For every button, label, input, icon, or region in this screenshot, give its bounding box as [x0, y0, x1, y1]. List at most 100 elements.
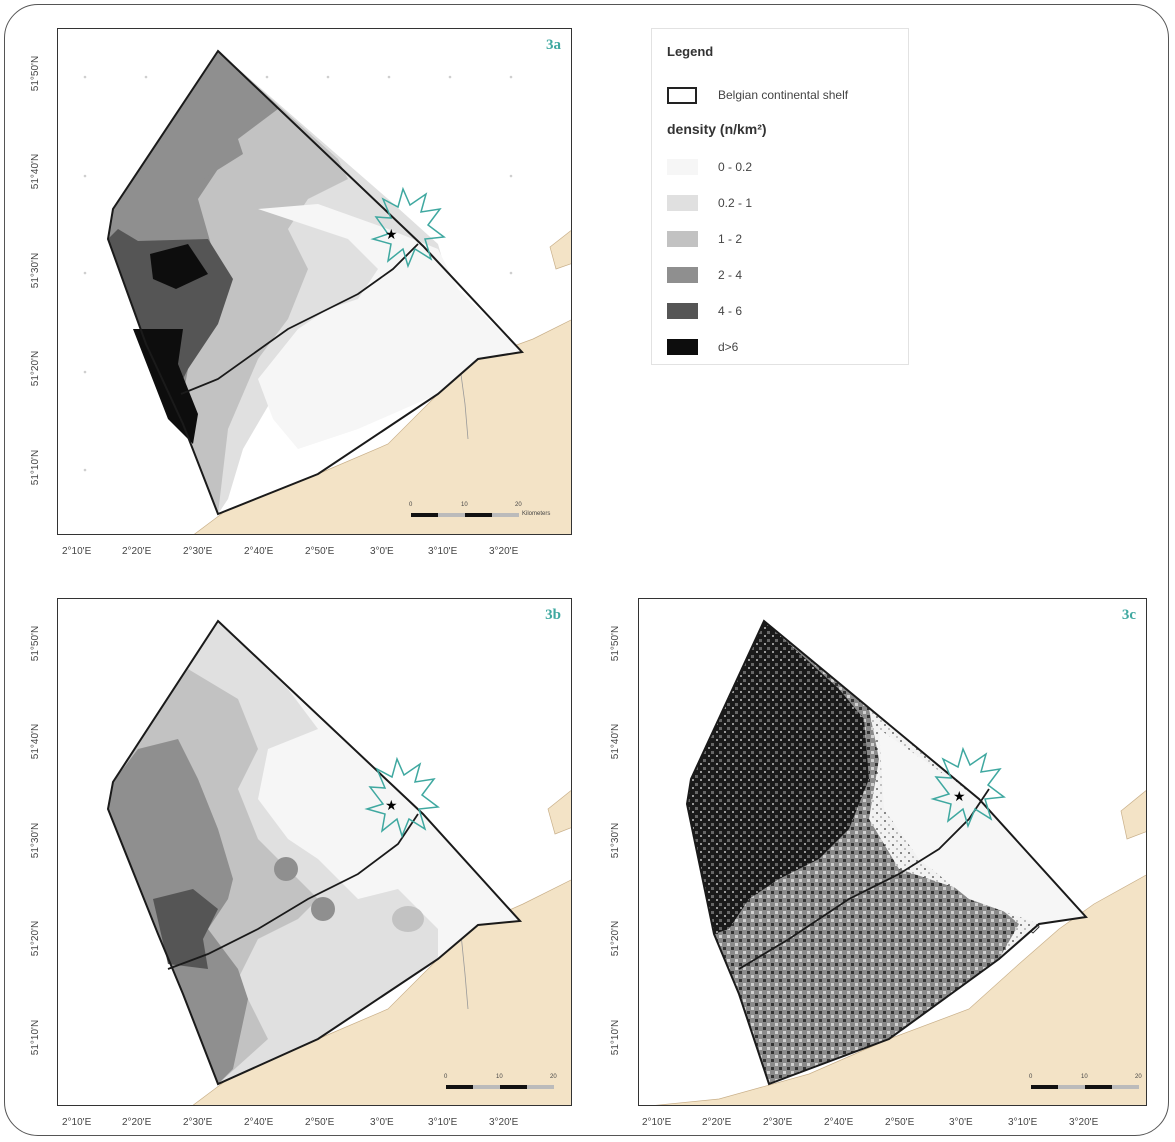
legend-label: 4 - 6 [718, 304, 743, 318]
legend-swatch [667, 159, 698, 175]
map-3c-canvas: ★ [655, 619, 1146, 1105]
highlight-star-marker: ★ [385, 797, 398, 813]
internal-boundary-line [180, 243, 419, 395]
shelf-boundary-line [106, 49, 525, 516]
shelf-boundary-line [106, 619, 523, 1086]
y-tick: 51°40'N [30, 723, 42, 760]
y-tick: 51°30'N [610, 822, 622, 859]
scale-label-0: 0 [444, 1074, 448, 1080]
density-class-0-02 [258, 204, 522, 449]
map-3c: ★ 3c 0 10 20 [638, 598, 1147, 1106]
y-tick: 51°50'N [30, 55, 42, 92]
shelf-boundary-label: Belgian continental shelf [718, 88, 849, 102]
y-tick: 51°10'N [610, 1019, 622, 1056]
legend-label: 2 - 4 [718, 268, 743, 282]
y-tick: 51°30'N [30, 252, 42, 289]
highlight-star-outline [370, 186, 446, 269]
scale-bar: 0 10 20 [444, 1074, 571, 1097]
scale-bar: 0 10 20 [1029, 1074, 1146, 1097]
internal-boundary-line [167, 813, 419, 970]
x-tick: 2°10'E [62, 546, 92, 557]
x-tick: 2°40'E [824, 1117, 854, 1128]
x-tick: 2°20'E [122, 546, 152, 557]
internal-boundary-line [738, 788, 990, 970]
x-tick: 2°20'E [122, 1117, 152, 1128]
y-tick: 51°10'N [30, 449, 42, 486]
scale-label-10: 10 [496, 1074, 503, 1080]
density-class-d6-a [150, 244, 208, 289]
x-tick: 3°10'E [428, 546, 458, 557]
x-tick: 2°10'E [62, 1117, 92, 1128]
x-tick: 2°30'E [183, 1117, 213, 1128]
x-tick: 2°40'E [244, 546, 274, 557]
scale-label-20: 20 [550, 1074, 557, 1080]
x-tick: 3°10'E [428, 1117, 458, 1128]
map-3b: ★ 3b 0 10 20 [57, 598, 572, 1106]
density-class-4-6 [153, 889, 218, 969]
legend-label: d>6 [718, 340, 739, 354]
legend-swatch [667, 195, 698, 211]
x-tick: 2°50'E [305, 546, 335, 557]
shelf-boundary-line [685, 619, 1088, 1086]
grid-marks [83, 75, 513, 472]
land-area-ne [549, 230, 571, 270]
scale-label-20: 20 [515, 502, 522, 508]
scale-label-20: 20 [1135, 1074, 1142, 1080]
x-tick: 2°20'E [702, 1117, 732, 1128]
scale-label-10: 10 [461, 502, 468, 508]
density-class-2-4-c [311, 897, 335, 921]
map-3b-canvas: ★ [106, 619, 571, 1105]
scale-label-0: 0 [409, 502, 413, 508]
y-tick: 51°20'N [30, 350, 42, 387]
highlight-star-outline [930, 746, 1006, 829]
x-tick: 2°40'E [244, 1117, 274, 1128]
scale-unit: Kilometers [522, 511, 551, 517]
legend-swatch [667, 339, 698, 355]
x-tick: 2°30'E [763, 1117, 793, 1128]
scale-bar: 0 10 20 Kilometers [409, 502, 571, 525]
y-tick: 51°20'N [30, 920, 42, 957]
density-title: density (n/km²) [667, 121, 767, 137]
legend-label: 1 - 2 [718, 232, 743, 246]
density-class-2-4-c [183, 124, 243, 179]
legend-swatch [667, 231, 698, 247]
harbour-canal [459, 366, 469, 440]
y-tick: 51°50'N [610, 625, 622, 662]
highlight-star-marker: ★ [953, 788, 966, 804]
density-field-dark [687, 621, 869, 934]
legend-swatch [667, 267, 698, 283]
legend-title: Legend [667, 44, 714, 59]
y-tick: 51°20'N [610, 920, 622, 957]
scale-label-0: 0 [1029, 1074, 1033, 1080]
x-tick: 3°0'E [370, 546, 394, 557]
x-tick: 2°10'E [642, 1117, 672, 1128]
harbour-canal [460, 933, 469, 1010]
y-tick: 51°40'N [610, 723, 622, 760]
highlight-star-outline [364, 756, 440, 839]
density-field-clear [879, 729, 1086, 924]
land-area-ne [547, 790, 571, 835]
y-tick: 51°50'N [30, 625, 42, 662]
map-label-3c: 3c [1121, 607, 1136, 623]
highlight-star-marker: ★ [385, 226, 398, 242]
legend-swatch [667, 303, 698, 319]
x-tick: 3°20'E [489, 546, 519, 557]
map-label-3a: 3a [546, 37, 561, 53]
land-area-ne [1120, 790, 1146, 840]
x-tick: 3°0'E [949, 1117, 973, 1128]
x-tick: 3°20'E [489, 1117, 519, 1128]
shelf-boundary-swatch [667, 87, 697, 104]
x-tick: 2°50'E [885, 1117, 915, 1128]
density-class-2-4-b [274, 857, 298, 881]
map-legend: Legend Belgian continental shelf density… [651, 28, 909, 365]
scale-label-10: 10 [1081, 1074, 1088, 1080]
y-tick: 51°30'N [30, 822, 42, 859]
x-tick: 3°20'E [1069, 1117, 1099, 1128]
y-tick: 51°40'N [30, 153, 42, 190]
x-tick: 3°10'E [1008, 1117, 1038, 1128]
x-tick: 2°50'E [305, 1117, 335, 1128]
map-3a-canvas: ★ [83, 49, 571, 534]
land-area [655, 874, 1146, 1105]
x-tick: 2°30'E [183, 546, 213, 557]
map-label-3b: 3b [545, 607, 561, 623]
